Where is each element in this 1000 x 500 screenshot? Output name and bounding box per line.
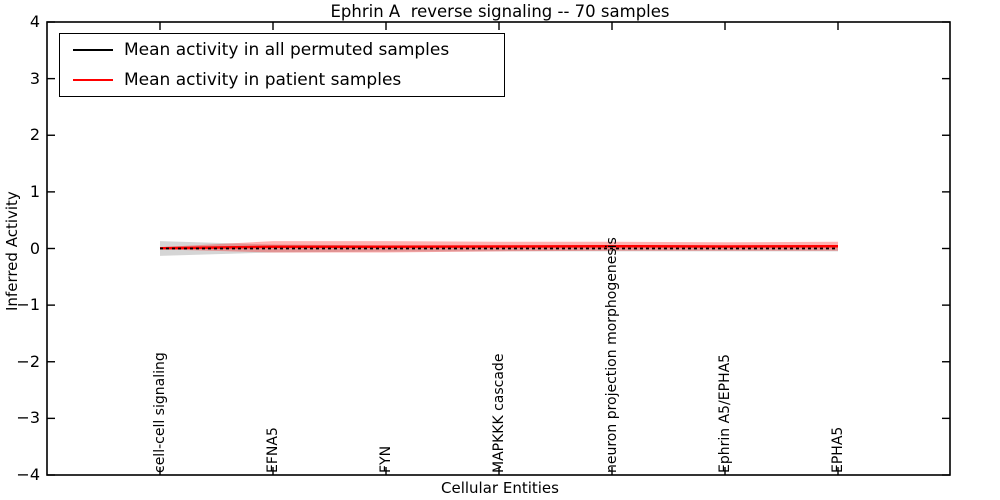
patient-line-swatch-icon	[73, 79, 113, 81]
legend-entry-permuted: Mean activity in all permuted samples	[60, 37, 504, 63]
legend-label-patient: Mean activity in patient samples	[124, 70, 402, 90]
x-tick-label: EFNA5	[265, 427, 281, 473]
x-tick-label: EPHA5	[830, 426, 846, 473]
y-tick-label: −1	[16, 295, 40, 314]
permuted-line-swatch-icon	[73, 49, 113, 51]
x-tick-label: Ephrin A5/EPHA5	[717, 353, 733, 473]
y-tick-label: 2	[29, 125, 40, 144]
x-tick-label: cell-cell signaling	[152, 352, 168, 473]
x-tick-label: MAPKKK cascade	[491, 353, 507, 473]
chart-title: Ephrin A reverse signaling -- 70 samples	[330, 2, 670, 21]
y-tick-label: 1	[29, 182, 40, 201]
y-tick-label: −4	[16, 465, 40, 484]
y-tick-label: −2	[16, 352, 40, 371]
x-tick-label: FYN	[378, 445, 394, 473]
legend-label-permuted: Mean activity in all permuted samples	[124, 40, 450, 60]
y-tick-label: 4	[29, 12, 40, 31]
x-tick-label: neuron projection morphogenesis	[604, 237, 620, 473]
y-tick-label: −3	[16, 408, 40, 427]
x-axis-label: Cellular Entities	[441, 479, 559, 497]
y-tick-label: 3	[29, 69, 40, 88]
y-tick-label: 0	[29, 239, 40, 258]
legend: Mean activity in all permuted samples Me…	[59, 33, 505, 97]
legend-entry-patient: Mean activity in patient samples	[60, 67, 504, 93]
